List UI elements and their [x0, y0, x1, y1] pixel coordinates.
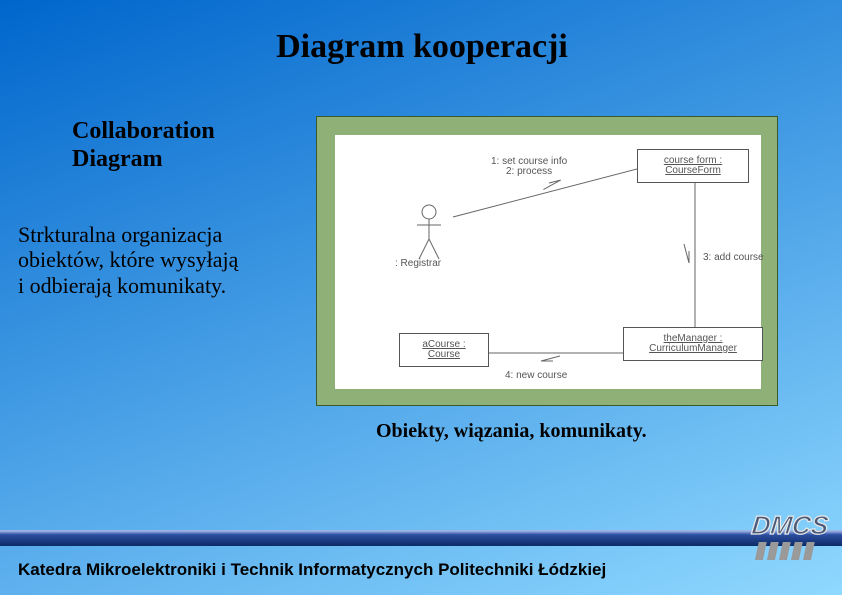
footer-text: Katedra Mikroelektroniki i Technik Infor… — [18, 560, 606, 580]
stickfigure-icon — [405, 203, 453, 259]
body-line2: obiektów, które wysyłają — [18, 247, 238, 272]
subtitle-line2: Diagram — [72, 146, 163, 172]
actor-label: : Registrar — [395, 259, 441, 269]
collaboration-diagram: : Registrar course form : CourseForm aCo… — [316, 116, 778, 406]
message-3-label: 3: add course — [703, 253, 764, 263]
dmcs-logo: DMCS — [748, 508, 832, 568]
object-acourse-line2: Course — [400, 350, 488, 360]
section-subtitle: Collaboration Diagram — [72, 118, 215, 173]
body-line3: i odbierają komunikaty. — [18, 273, 226, 298]
body-paragraph: Strkturalna organizacja obiektów, które … — [18, 222, 238, 298]
object-courseform: course form : CourseForm — [637, 149, 749, 183]
dmcs-logo-icon: DMCS — [748, 508, 832, 568]
object-courseform-line2: CourseForm — [638, 166, 748, 176]
object-manager-line2: CurriculumManager — [624, 344, 762, 354]
subtitle-line1: Collaboration — [72, 118, 215, 144]
object-manager: theManager : CurriculumManager — [623, 327, 763, 361]
object-acourse: aCourse : Course — [399, 333, 489, 367]
message-1-2-label: 1: set course info 2: process — [491, 157, 567, 177]
svg-text:DMCS: DMCS — [750, 510, 830, 540]
slide-title: Diagram kooperacji — [232, 28, 612, 66]
body-line1: Strkturalna organizacja — [18, 222, 222, 247]
diagram-caption: Obiekty, wiązania, komunikaty. — [376, 420, 647, 443]
message-2-line: 2: process — [506, 166, 552, 177]
actor-registrar: : Registrar — [405, 203, 453, 275]
footer-divider — [0, 530, 842, 546]
message-4-label: 4: new course — [505, 371, 567, 381]
